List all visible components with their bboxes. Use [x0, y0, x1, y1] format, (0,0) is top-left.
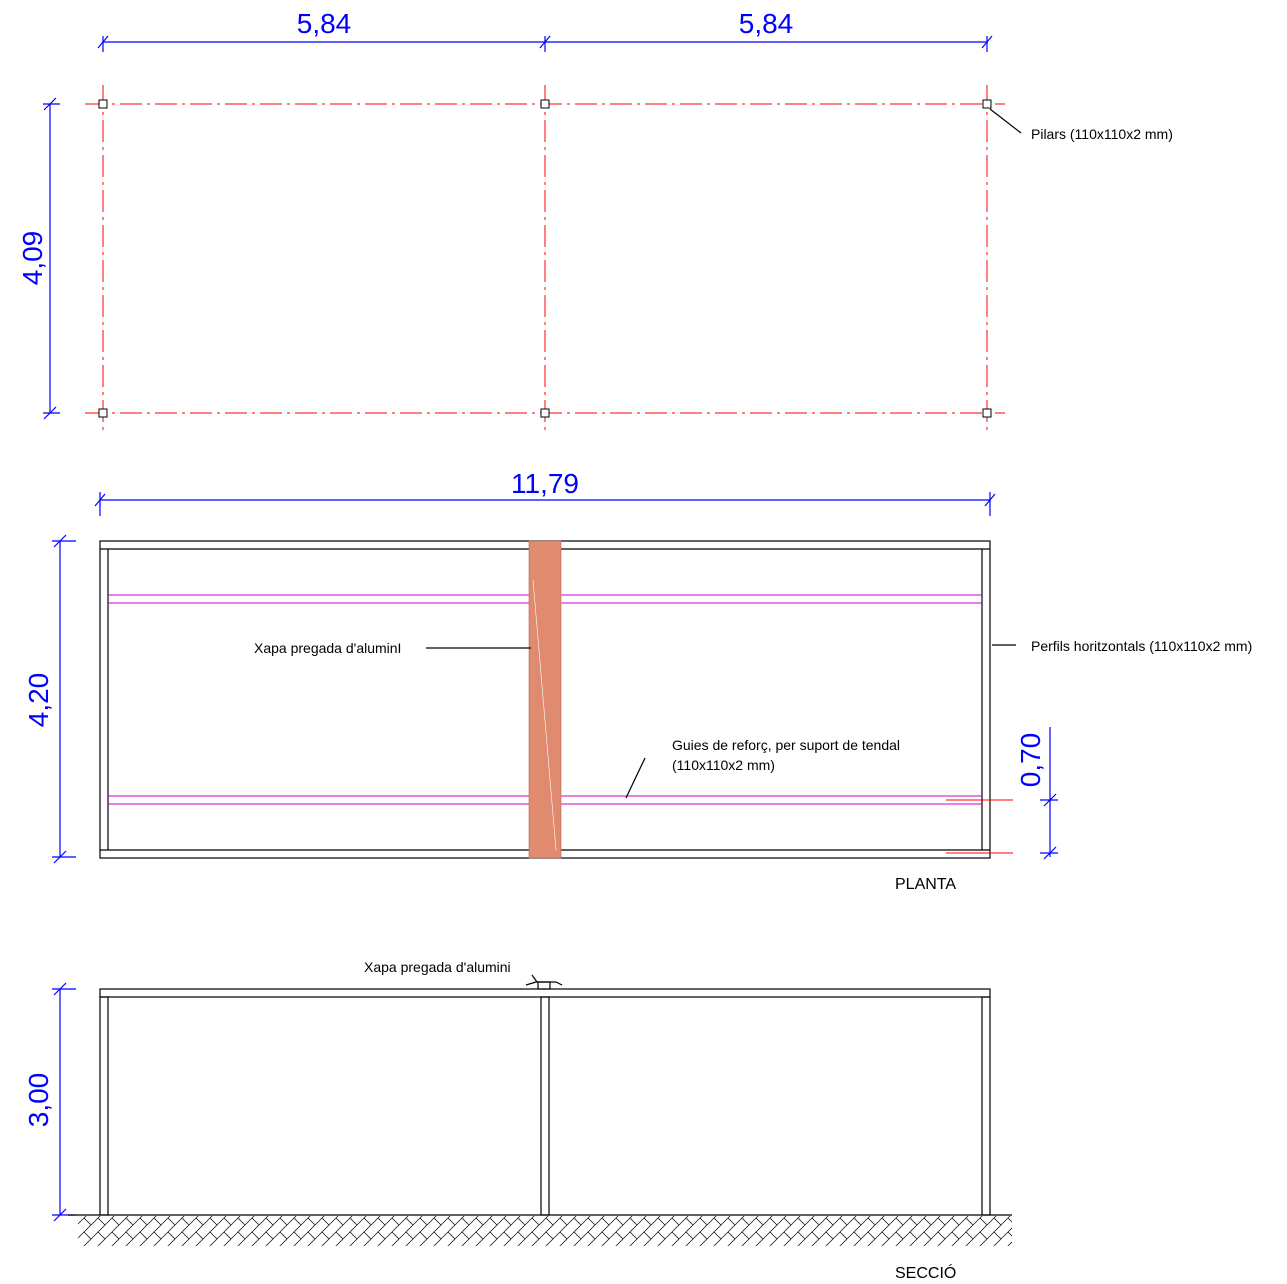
label-guides-line1: Guies de reforç, per suport de tendal — [672, 737, 900, 753]
label-guides-line2: (110x110x2 mm) — [672, 757, 775, 773]
aluminium-sheet-section — [525, 974, 563, 990]
ground — [68, 1214, 1012, 1246]
dimension-total-length: 11,79 — [94, 468, 996, 516]
dim-right-span: 5,84 — [739, 8, 794, 39]
dimension-left: 4,09 — [17, 97, 60, 420]
title-planta: PLANTA — [895, 876, 956, 893]
section-view: 3,00 Xapa pregada d'alumini SECCIÓ — [23, 959, 1012, 1282]
pillar-grid-plan: 5,84 5,84 4,09 — [17, 8, 1173, 433]
label-profiles: Perfils horitzontals (110x110x2 mm) — [1031, 638, 1252, 654]
dimension-plan-depth: 4,20 — [23, 534, 76, 864]
aluminium-sheet-plan — [528, 540, 562, 859]
dimension-section-height: 3,00 — [23, 982, 76, 1222]
section-beam — [99, 988, 991, 998]
roof-plan: 11,79 4,20 — [23, 468, 1252, 893]
dimension-guide-offset: 0,70 — [946, 727, 1058, 860]
label-pillars: Pilars (110x110x2 mm) — [1031, 126, 1173, 142]
title-seccio: SECCIÓ — [895, 1263, 956, 1282]
dimension-top: 5,84 5,84 — [97, 8, 993, 52]
structural-axes — [85, 85, 1005, 433]
dim-left-span: 5,84 — [297, 8, 352, 39]
dim-depth-plan: 4,20 — [23, 673, 54, 728]
label-sheet-plan: Xapa pregada d'aluminI — [254, 640, 401, 656]
dim-section-height: 3,00 — [23, 1073, 54, 1128]
pillars — [98, 99, 992, 418]
section-columns — [99, 996, 991, 1216]
dim-depth-top: 4,09 — [17, 231, 48, 286]
dim-total-length: 11,79 — [511, 468, 579, 499]
dim-guide-offset: 0,70 — [1015, 733, 1046, 788]
label-sheet-section: Xapa pregada d'alumini — [364, 959, 511, 975]
